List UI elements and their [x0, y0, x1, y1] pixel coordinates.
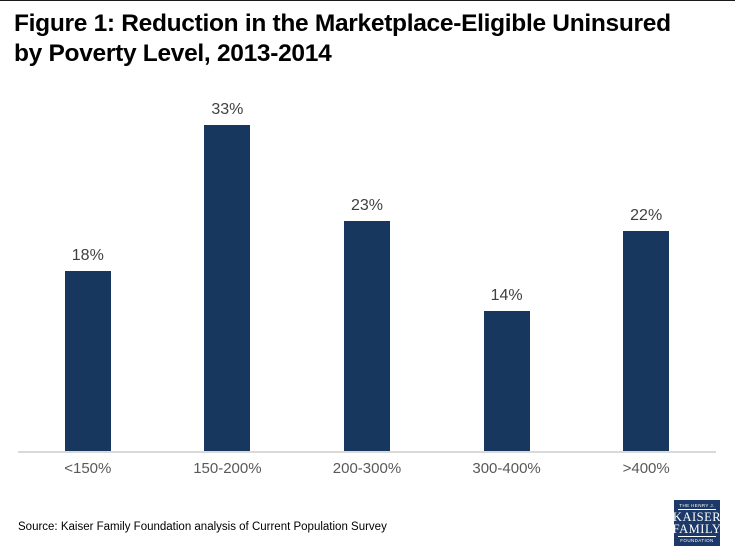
kff-logo-top-text: THE HENRY J. [679, 503, 715, 508]
x-axis-labels: <150% 150-200% 200-300% 300-400% >400% [18, 460, 716, 477]
bar-value-label: 22% [630, 207, 663, 224]
bar [623, 231, 670, 451]
chart-title: Figure 1: Reduction in the Marketplace-E… [14, 9, 724, 69]
kff-logo: THE HENRY J. KAISER FAMILY FOUNDATION [672, 500, 722, 546]
bar-value-label: 33% [211, 101, 244, 118]
bar-value-label: 18% [71, 247, 104, 264]
x-axis-tick-label: 200-300% [332, 460, 402, 477]
bar [204, 125, 251, 451]
source-note: Source: Kaiser Family Foundation analysi… [18, 521, 387, 533]
kff-logo-family-text: FAMILY [672, 522, 722, 536]
kff-logo-divider-bottom [678, 536, 716, 537]
bar [483, 311, 530, 451]
bar [64, 271, 111, 451]
bar-group: 14% [437, 101, 577, 451]
x-axis-tick-label: 150-200% [193, 460, 262, 477]
x-axis-tick-label: <150% [64, 460, 112, 477]
bar-group: 22% [576, 101, 716, 451]
bar-value-label: 23% [350, 197, 383, 214]
bar-chart-plot-area: 18% 33% 23% 14% 22% [18, 101, 716, 453]
x-axis-tick-label: 300-400% [472, 460, 541, 477]
kff-logo-kaiser-text: KAISER [672, 510, 722, 524]
bar-group: 23% [297, 101, 437, 451]
chart-title-line2: by Poverty Level, 2013-2014 [14, 40, 332, 67]
kff-logo-bottom-text: FOUNDATION [680, 538, 714, 543]
bar-value-label: 14% [490, 287, 523, 304]
x-axis-tick-label: >400% [622, 460, 670, 477]
bar-group: 33% [158, 101, 298, 451]
bar [343, 221, 390, 451]
chart-title-line1: Figure 1: Reduction in the Marketplace-E… [14, 10, 671, 37]
bar-series: 18% 33% 23% 14% 22% [18, 101, 716, 451]
bar-group: 18% [18, 101, 158, 451]
kff-logo-divider-top [678, 509, 716, 510]
